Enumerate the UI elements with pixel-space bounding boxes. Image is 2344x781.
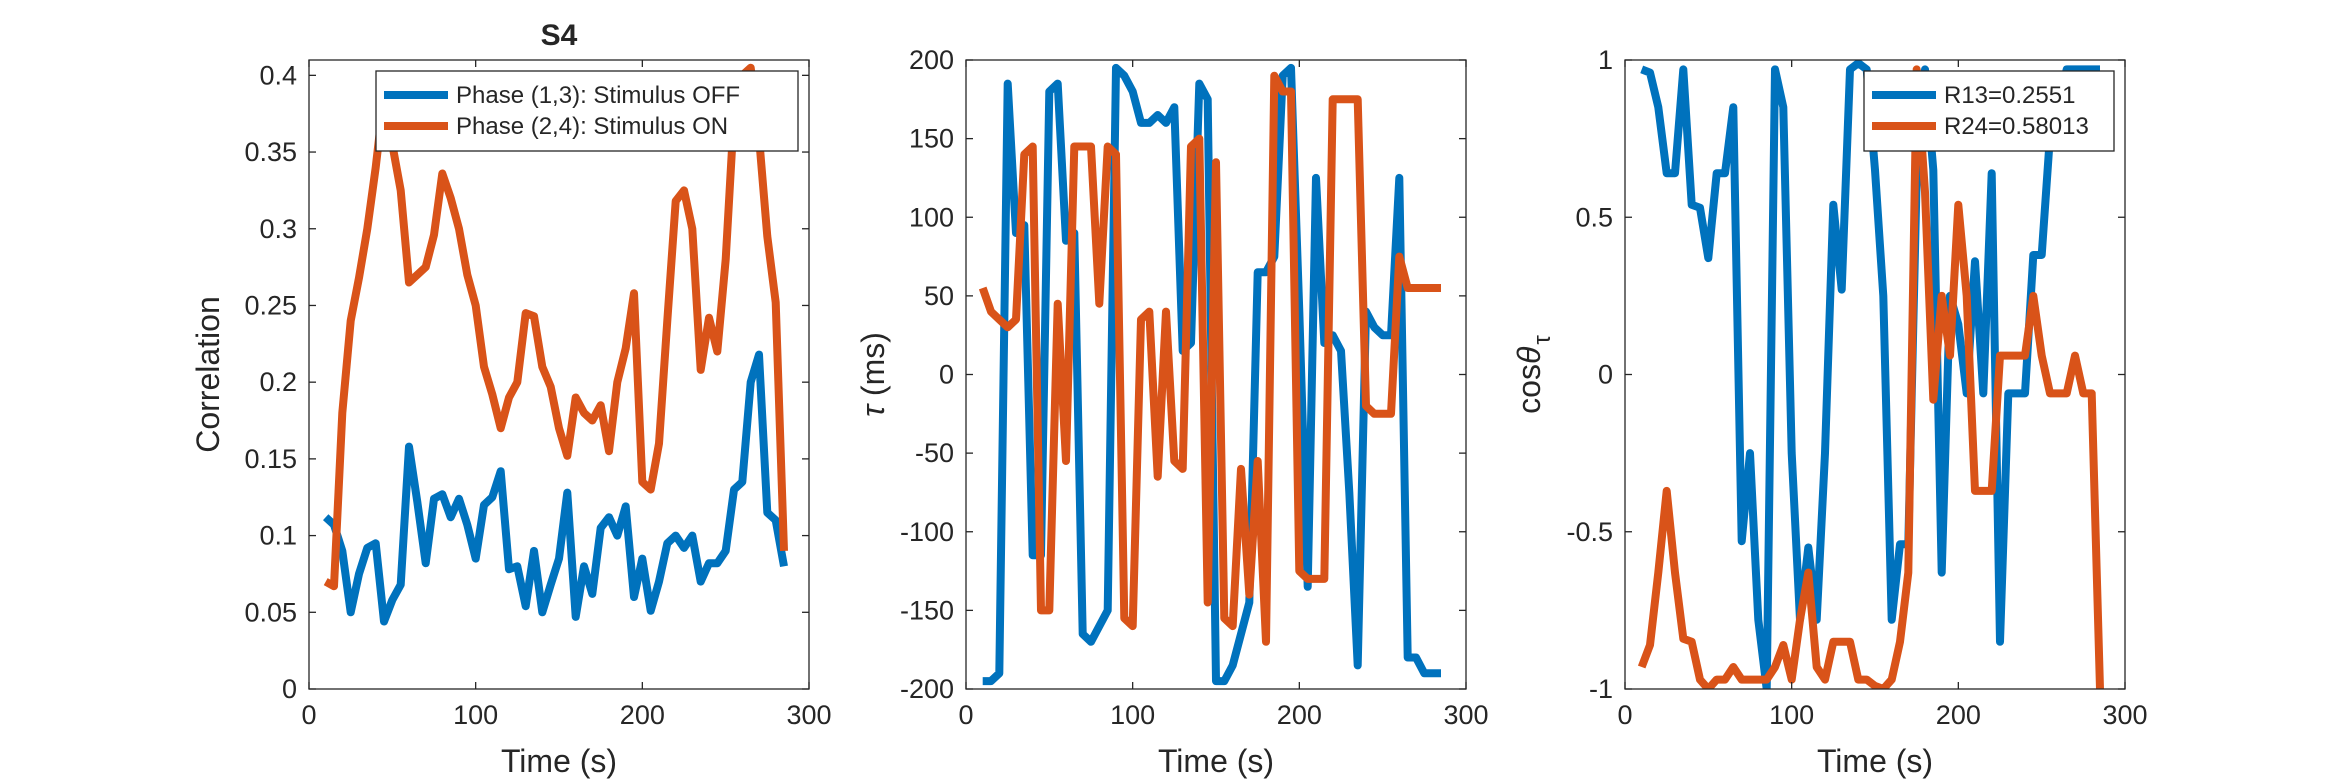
x-tick-label: 300 [1443,700,1488,730]
y-tick-label: 150 [909,124,954,154]
y-axis-label-unit: (ms) [855,332,891,405]
x-tick-label: 0 [1617,700,1632,730]
legend-entry-2: Phase (2,4): Stimulus ON [456,113,728,140]
series-line-2 [323,63,788,591]
legend-entry-1: Phase (1,3): Stimulus OFF [456,82,740,109]
y-tick-label: 0.4 [259,60,297,90]
x-axis-label: Time (s) [501,743,617,779]
x-axis-label: Time (s) [1817,743,1933,779]
x-tick-label: 0 [958,700,973,730]
y-tick-label: 0 [1598,360,1613,390]
y-tick-label: 0.15 [244,444,297,474]
legend-box [375,70,799,152]
x-tick-label: 300 [786,700,831,730]
y-tick-label: 0 [939,360,954,390]
x-tick-label: 200 [1277,700,1322,730]
y-tick-label: 100 [909,202,954,232]
y-tick-label: 0.3 [259,214,297,244]
y-axis-label-symbol: τ [855,403,891,417]
y-tick-label: -50 [915,438,954,468]
chart-panel-3: 0 100 200 300 -1 -0.5 0 0.5 1 Time (s) cosθτ R13=0.… [1511,45,2148,779]
x-tick-label: 200 [1936,700,1981,730]
y-axis-label-prefix: cos [1511,364,1547,414]
axes-box [308,59,810,690]
y-axis-label-symbol: θ [1511,346,1547,364]
y-tick-label: -200 [900,674,954,704]
x-tick-label: 300 [2102,700,2147,730]
y-axis-label: cosθτ [1511,335,1556,414]
x-tick-label: 100 [1769,700,1814,730]
y-tick-label: -100 [900,517,954,547]
y-tick-label: 1 [1598,45,1613,75]
y-tick-label: -1 [1589,674,1613,704]
series-line-2 [978,71,1441,646]
y-tick-label: 0.2 [259,367,297,397]
chart-title: S4 [541,19,578,52]
series-line-1 [322,350,788,626]
legend-entry-2: R24=0.58013 [1944,113,2089,140]
x-tick-label: 100 [1110,700,1155,730]
x-tick-label: 100 [453,700,498,730]
y-tick-label: 0.5 [1575,202,1613,232]
y-axis-label: τ (ms) [855,332,891,417]
y-tick-label: 0.05 [244,597,297,627]
y-tick-label: 50 [924,281,954,311]
x-tick-label: 0 [301,700,316,730]
legend: Phase (1,3): Stimulus OFF Phase (2,4): St… [375,70,799,152]
x-tick-label: 200 [620,700,665,730]
y-axis-label-subscript: τ [1529,335,1556,345]
chart-panel-1: 0 100 200 300 0 0.05 0.1 0.15 0.2 0.25 0.3 0.35 0.4 T… [190,19,832,779]
chart-panel-2: 0 100 200 300-200-150-100-50050100150200Tim… [855,45,1489,779]
y-tick-label: 0.1 [259,521,297,551]
y-tick-label: 0.35 [244,137,297,167]
y-tick-label: 200 [909,45,954,75]
legend: R13=0.2551 R24=0.58013 [1863,70,2115,152]
y-tick-label: 0 [282,674,297,704]
y-tick-label: -0.5 [1566,517,1613,547]
y-tick-label: -150 [900,595,954,625]
series-line-2 [1637,65,2104,689]
legend-entry-1: R13=0.2551 [1944,82,2075,109]
y-axis-label: Correlation [190,296,226,453]
x-axis-label: Time (s) [1158,743,1274,779]
y-tick-label: 0.25 [244,290,297,320]
legend-box [1863,70,2115,152]
